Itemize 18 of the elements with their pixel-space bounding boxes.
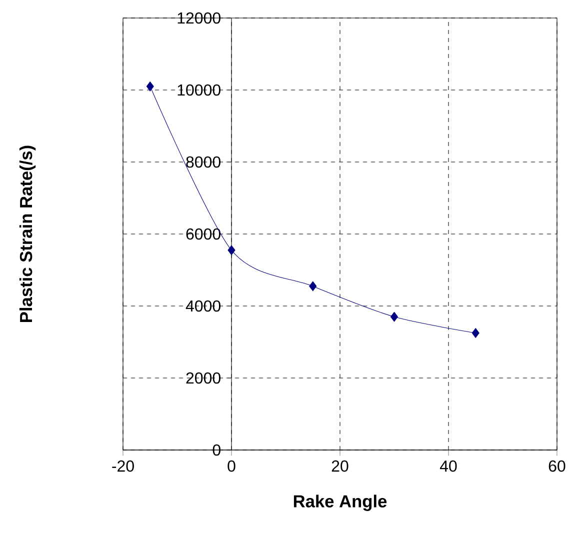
x-axis-title: Rake Angle — [294, 494, 387, 511]
y-tick-label: 6000 — [186, 228, 220, 240]
y-tick-label: 10000 — [178, 84, 220, 96]
x-tick-label: 40 — [440, 460, 457, 472]
x-tick-label: -20 — [112, 460, 134, 472]
point — [390, 312, 398, 322]
x-tick-label: 0 — [228, 460, 236, 472]
point — [309, 281, 317, 292]
x-tick-label: 20 — [332, 460, 348, 472]
y-tick-label: 4000 — [186, 300, 220, 312]
point — [146, 81, 154, 92]
point — [228, 245, 236, 256]
y-tick-label: 2000 — [186, 372, 220, 384]
y-tick-label: 12000 — [178, 12, 220, 24]
x-tick-label: 60 — [548, 460, 566, 472]
y-tick-label: 8000 — [186, 156, 220, 168]
point — [472, 328, 480, 338]
y-axis-title: Plastic Strain Rate(/s) — [19, 146, 36, 322]
